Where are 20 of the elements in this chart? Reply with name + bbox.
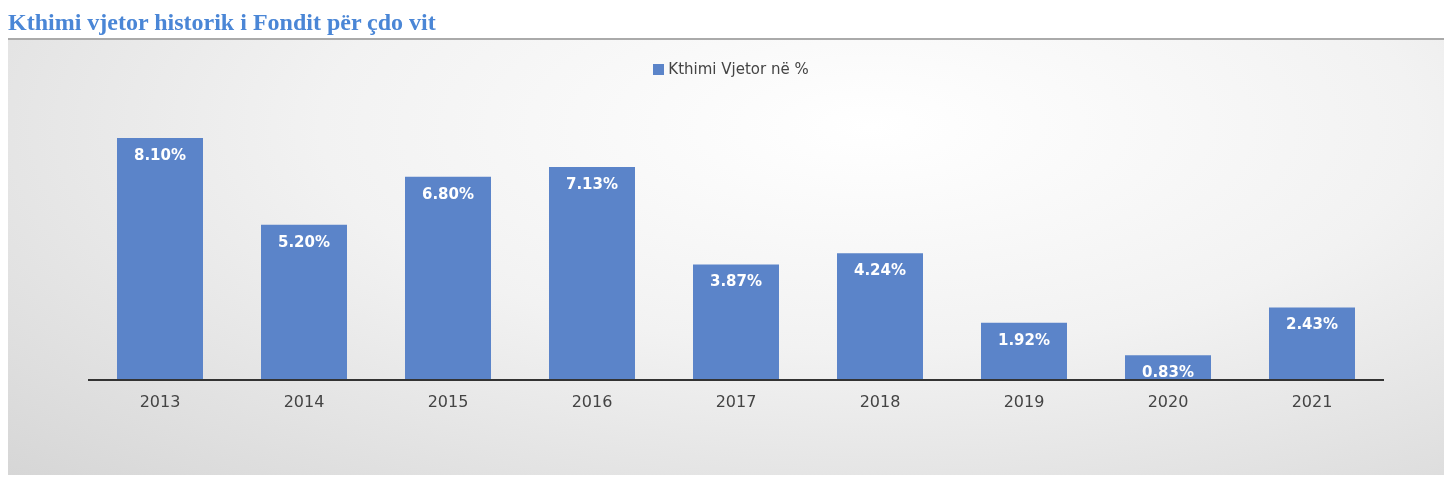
x-tick-label: 2016 [571, 392, 613, 412]
chart-title: Kthimi vjetor historik i Fondit për çdo vit [8, 8, 437, 37]
x-tick-label: 2021 [1291, 392, 1333, 412]
data-label: 4.24% [853, 261, 907, 280]
data-label: 1.92% [997, 330, 1051, 349]
data-label: 0.83% [1141, 363, 1195, 382]
x-tick-label: 2019 [1003, 392, 1045, 412]
x-tick-label: 2018 [859, 392, 901, 412]
data-label: 3.87% [709, 272, 763, 291]
x-tick-label: 2015 [427, 392, 469, 412]
data-label: 2.43% [1285, 315, 1339, 334]
x-tick-label: 2013 [139, 392, 181, 412]
legend-label: Kthimi Vjetor në % [668, 60, 809, 78]
data-label: 6.80% [421, 184, 475, 203]
x-tick-label: 2014 [283, 392, 325, 412]
data-label: 7.13% [565, 174, 619, 193]
x-tick-label: 2020 [1147, 392, 1189, 412]
data-label: 5.20% [277, 232, 331, 251]
data-label: 8.10% [133, 146, 187, 164]
x-tick-label: 2017 [715, 392, 757, 412]
